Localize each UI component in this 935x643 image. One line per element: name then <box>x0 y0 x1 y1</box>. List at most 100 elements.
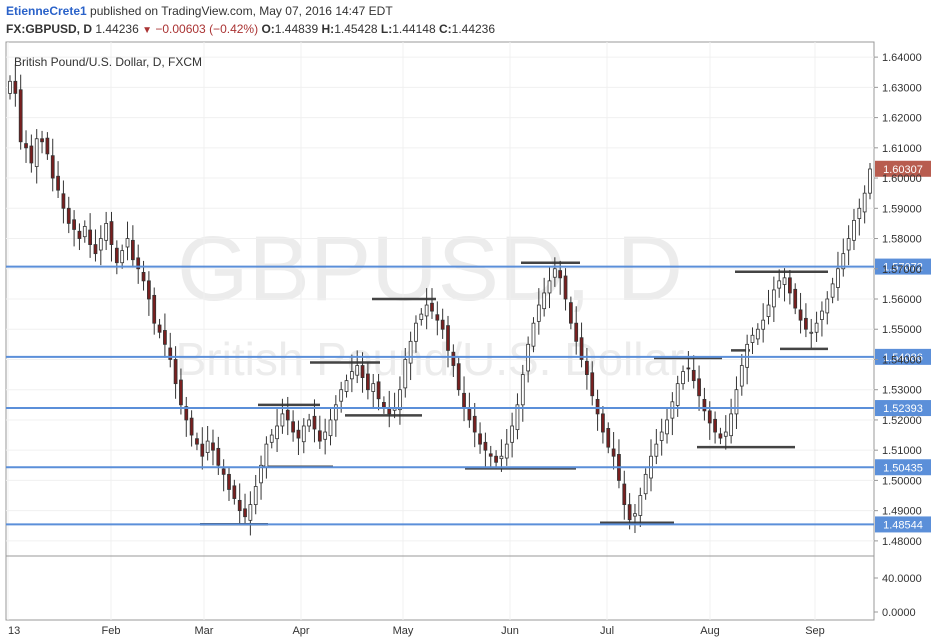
candle-body <box>419 313 424 320</box>
author-link[interactable]: EtienneCrete1 <box>6 4 87 18</box>
candle-body <box>104 223 109 241</box>
candle-body <box>638 495 643 516</box>
candle-body <box>45 137 50 155</box>
candle-body <box>745 343 750 368</box>
volume-tick-label: 0.0000 <box>882 607 916 619</box>
level-price-label: 1.54086 <box>883 352 923 364</box>
candle-body <box>366 373 370 391</box>
candle-body <box>333 404 338 421</box>
candle-body <box>830 283 835 298</box>
price-tick-label: 1.49000 <box>882 506 922 518</box>
candle-body <box>836 268 840 288</box>
candle-body <box>782 277 787 285</box>
candle-body <box>798 309 803 321</box>
candle-body <box>371 383 376 392</box>
candle-body <box>857 207 862 219</box>
open-value: 1.44839 <box>274 22 319 36</box>
price-tick-label: 1.56000 <box>882 294 922 306</box>
candle-body <box>504 443 509 459</box>
candle-body <box>467 407 472 421</box>
candle-body <box>184 406 189 421</box>
level-price-tag <box>875 400 931 417</box>
level-price-label: 1.48544 <box>883 519 923 531</box>
close-value: 1.44236 <box>451 22 496 36</box>
time-tick-label: May <box>393 625 414 637</box>
candle-body <box>585 360 589 375</box>
high-label: H: <box>321 22 335 36</box>
candle-body <box>852 219 856 241</box>
symbol-info-bar: FX:GBPUSD, D 1.44236 ▼ −0.00603 (−0.42%)… <box>6 22 495 36</box>
candle-body <box>622 483 627 506</box>
candle-body <box>280 413 285 427</box>
open-label: O: <box>261 22 275 36</box>
level-price-label: 1.57072 <box>883 262 923 274</box>
candle-body <box>590 372 595 397</box>
candle-body <box>739 365 744 387</box>
candle-body <box>804 317 808 330</box>
candle-body <box>355 365 360 376</box>
candle-body <box>697 378 701 397</box>
candle-body <box>179 379 183 406</box>
candle-body <box>494 455 498 463</box>
candle-body <box>665 419 669 435</box>
candle-body <box>269 434 274 443</box>
candle-body <box>82 226 87 238</box>
candle-body <box>147 280 151 300</box>
candle-body <box>520 374 525 406</box>
candle-body <box>237 499 242 512</box>
candle-body <box>563 275 568 300</box>
time-tick-label: Mar <box>195 625 214 637</box>
candle-body <box>291 421 295 433</box>
candle-body <box>349 371 354 380</box>
candle-body <box>408 340 413 364</box>
candle-body <box>189 417 194 436</box>
candle-body <box>77 230 82 239</box>
candle-body <box>456 363 461 391</box>
candle-body <box>24 143 28 149</box>
candle-body <box>531 322 536 347</box>
candle-body <box>659 431 664 441</box>
candle-body <box>569 302 573 324</box>
candle-body <box>29 145 34 164</box>
candle-body <box>809 331 814 334</box>
time-tick-label: Jun <box>501 625 519 637</box>
price-tick-label: 1.55000 <box>882 324 922 336</box>
candle-body <box>93 244 98 255</box>
candle-body <box>152 294 157 324</box>
time-tick-label: Jul <box>600 625 614 637</box>
candle-body <box>766 304 771 317</box>
candle-body <box>547 280 552 294</box>
down-arrow-icon: ▼ <box>142 25 152 36</box>
candle-body <box>40 138 44 143</box>
candle-body <box>435 314 440 321</box>
candle-body <box>195 438 199 445</box>
candle-body <box>61 193 66 209</box>
candle-body <box>558 270 563 279</box>
candle-body <box>323 431 328 440</box>
candle-body <box>755 328 760 340</box>
candle-body <box>761 319 766 330</box>
candle-body <box>846 238 851 251</box>
price-tick-label: 1.52000 <box>882 415 922 427</box>
candle-body <box>18 89 23 143</box>
candle-body <box>515 404 520 431</box>
candle-body <box>398 389 402 411</box>
price-tick-label: 1.60000 <box>882 173 922 185</box>
last-price-label: 1.60307 <box>883 164 923 176</box>
chart-title: British Pound/U.S. Dollar, D, FXCM <box>14 55 202 69</box>
candle-body <box>488 453 493 457</box>
level-price-tag <box>875 459 931 476</box>
chart-frame <box>5 41 875 621</box>
candle-body <box>221 468 226 475</box>
candle-body <box>312 415 317 430</box>
candle-body <box>98 238 103 251</box>
price-tick-label: 1.64000 <box>882 52 922 64</box>
candle-body <box>579 337 584 360</box>
candle-body <box>611 448 616 457</box>
last-price: 1.44236 <box>95 22 139 36</box>
candle-body <box>633 513 637 517</box>
candle-body <box>820 310 824 320</box>
candle-body <box>702 398 707 412</box>
candle-body <box>574 322 579 342</box>
